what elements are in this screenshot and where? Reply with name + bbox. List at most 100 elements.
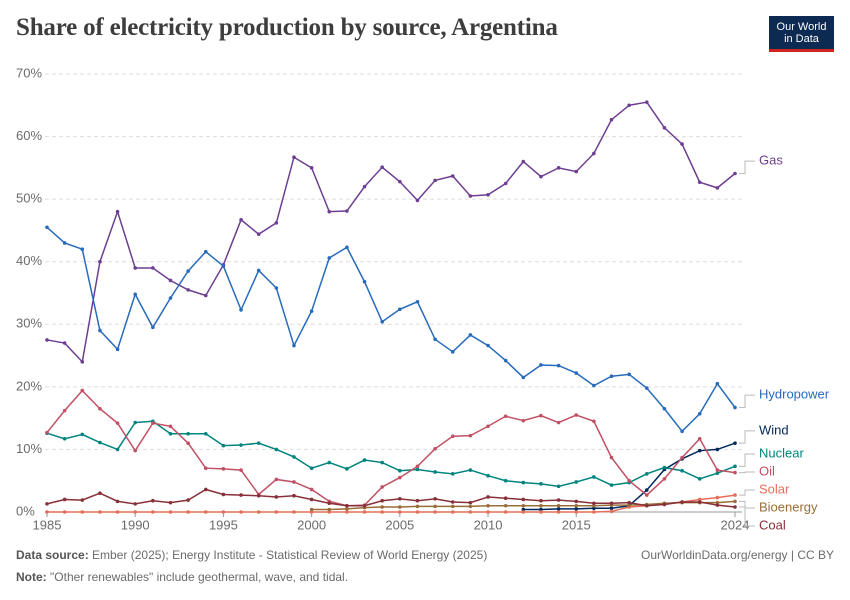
data-point	[503, 181, 508, 186]
data-point	[468, 194, 473, 198]
data-point	[274, 495, 279, 499]
data-point	[680, 455, 684, 460]
data-point	[203, 431, 208, 436]
data-point	[503, 414, 508, 419]
data-point	[345, 510, 349, 514]
data-point	[627, 500, 631, 505]
data-point	[450, 500, 455, 504]
data-point	[697, 411, 702, 416]
data-point	[733, 171, 737, 176]
data-point	[539, 507, 543, 512]
data-point	[627, 372, 631, 377]
y-tick-label: 60%	[16, 128, 42, 143]
series-line	[46, 389, 736, 507]
data-point	[239, 510, 243, 514]
x-tick-label: 2010	[474, 517, 503, 532]
data-point	[309, 487, 314, 492]
data-point	[345, 507, 349, 511]
data-point	[556, 420, 561, 425]
data-point	[168, 278, 173, 283]
data-point	[697, 436, 702, 441]
legend-label: Wind	[759, 422, 789, 437]
data-point	[556, 503, 561, 508]
data-point	[503, 496, 508, 501]
data-point	[486, 503, 490, 508]
data-point	[362, 279, 367, 284]
data-point	[574, 510, 579, 514]
data-point	[627, 103, 631, 108]
data-point	[468, 500, 473, 505]
data-point	[433, 497, 437, 501]
legend-label: Solar	[759, 481, 790, 496]
data-point	[292, 510, 296, 514]
data-point	[309, 510, 314, 514]
data-point	[133, 510, 138, 514]
data-point	[380, 498, 384, 503]
source: Data source: Ember (2025); Energy Instit…	[16, 548, 487, 562]
series-line	[46, 101, 736, 364]
data-point	[203, 510, 208, 514]
data-point	[715, 500, 720, 505]
data-point	[221, 467, 226, 471]
data-point	[133, 502, 138, 506]
data-point	[151, 498, 155, 503]
data-point	[715, 495, 720, 500]
data-point	[680, 429, 684, 434]
legend-label: Bioenergy	[759, 499, 818, 514]
data-point	[697, 477, 702, 481]
credit[interactable]: OurWorldinData.org/energy | CC BY	[641, 548, 834, 562]
legend-label: Hydropower	[759, 387, 830, 402]
data-point	[133, 266, 138, 270]
data-point	[151, 325, 155, 330]
data-point	[362, 184, 367, 189]
data-point	[609, 374, 614, 379]
data-point	[715, 381, 720, 386]
data-point	[539, 510, 543, 514]
data-point	[274, 221, 279, 225]
data-point	[733, 493, 737, 497]
data-point	[468, 504, 473, 509]
data-point	[309, 497, 314, 502]
logo-line: in Data	[784, 33, 819, 45]
data-point	[715, 503, 720, 507]
note-label: Note:	[16, 570, 47, 584]
y-tick-label: 70%	[16, 65, 42, 80]
data-point	[327, 209, 332, 214]
data-point	[45, 338, 49, 342]
source-text: Ember (2025); Energy Institute - Statist…	[92, 548, 488, 562]
data-point	[592, 383, 596, 388]
x-tick-label: 1985	[33, 517, 62, 532]
x-tick-label: 1990	[121, 517, 150, 532]
logo[interactable]: Our World in Data	[769, 16, 834, 52]
label-connector	[739, 471, 755, 474]
y-tick-label: 50%	[16, 191, 42, 206]
data-point	[309, 166, 314, 170]
data-point	[450, 504, 455, 509]
data-point	[486, 473, 490, 478]
data-point	[327, 256, 332, 260]
data-point	[486, 192, 490, 197]
data-point	[468, 333, 473, 337]
data-point	[115, 510, 120, 514]
data-point	[415, 299, 420, 304]
series-line	[46, 420, 736, 488]
data-point	[715, 447, 720, 452]
data-point	[186, 431, 190, 436]
x-tick-label: 2005	[385, 517, 414, 532]
legend-label: Nuclear	[759, 445, 804, 460]
data-point	[592, 151, 596, 156]
data-point	[274, 447, 279, 452]
data-point	[345, 467, 349, 471]
data-point	[168, 500, 173, 505]
series-line	[46, 226, 736, 433]
data-point	[115, 447, 120, 452]
legend-label: Oil	[759, 463, 775, 478]
data-point	[574, 169, 579, 174]
label-connector	[739, 500, 755, 509]
data-point	[380, 505, 384, 509]
data-point	[186, 498, 190, 502]
data-point	[45, 502, 49, 506]
data-point	[450, 434, 455, 439]
data-point	[556, 510, 561, 514]
data-point	[592, 503, 596, 508]
